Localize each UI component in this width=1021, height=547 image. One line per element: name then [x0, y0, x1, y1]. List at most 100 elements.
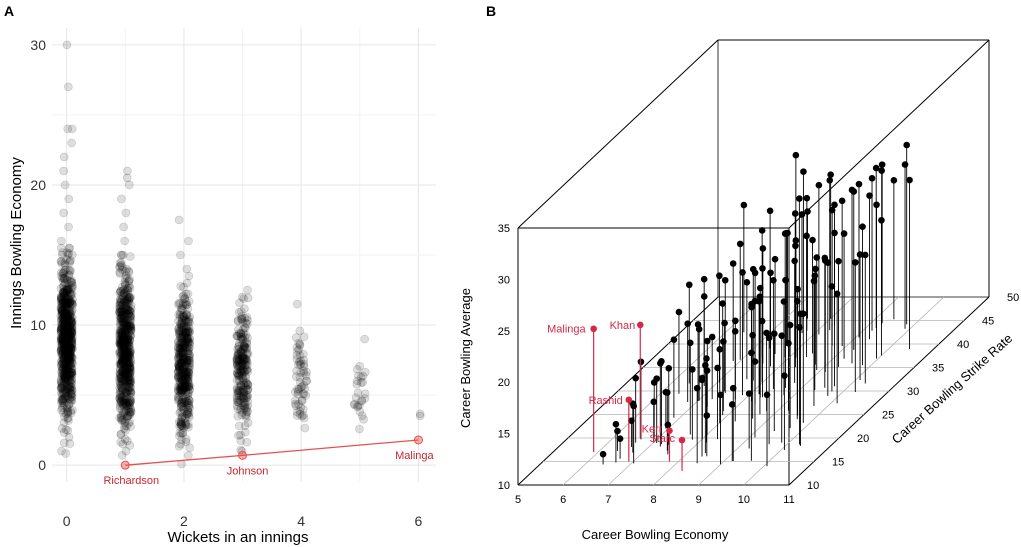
data-point	[63, 362, 72, 371]
x-tick-label: 6	[560, 494, 566, 506]
data-point	[782, 276, 789, 284]
data-point	[833, 290, 841, 298]
y-tick-label: 0	[38, 457, 46, 473]
data-point	[183, 322, 193, 331]
data-point	[66, 343, 76, 352]
data-point	[763, 391, 771, 399]
data-point	[62, 358, 72, 368]
data-point	[66, 378, 76, 388]
data-point	[65, 383, 75, 392]
data-point	[878, 161, 886, 168]
data-point	[57, 311, 67, 321]
data-point	[62, 40, 72, 50]
z-tick-label: 35	[498, 223, 510, 235]
data-point	[123, 283, 133, 293]
data-point	[64, 344, 73, 354]
data-point	[62, 275, 72, 284]
data-point	[57, 259, 67, 268]
data-point	[64, 82, 73, 92]
data-point	[64, 361, 74, 370]
data-point	[62, 285, 72, 295]
data-point	[56, 375, 66, 384]
data-point	[125, 398, 135, 407]
data-point	[57, 345, 66, 355]
data-point	[67, 323, 76, 333]
data-point	[181, 311, 191, 320]
data-point	[59, 344, 69, 354]
data-point	[60, 412, 69, 422]
data-point	[66, 395, 76, 404]
data-point	[57, 368, 66, 377]
data-point	[61, 346, 71, 356]
highlight-label: Rashid	[589, 395, 623, 407]
data-point	[66, 313, 76, 322]
data-point	[65, 356, 75, 366]
data-point	[180, 421, 190, 431]
data-point	[119, 222, 128, 232]
data-point	[57, 446, 66, 456]
data-point	[700, 275, 708, 283]
highlight-point	[590, 325, 597, 333]
panel-b-tick-labels: 5 6 7 8 9 10 11 10 15 20 25 30 35 10 15 20 25 30 35 40 45 50	[498, 223, 1020, 506]
data-point	[64, 290, 73, 300]
data-point	[67, 370, 77, 380]
data-point	[126, 422, 135, 431]
data-point	[61, 391, 70, 401]
data-point	[66, 350, 76, 360]
data-point	[58, 350, 67, 360]
data-point	[61, 342, 70, 352]
data-point	[63, 345, 72, 355]
data-point	[59, 370, 69, 380]
data-point	[66, 319, 76, 329]
panel-a-y-axis-label: Innings Bowling Economy	[8, 157, 25, 329]
data-point	[62, 248, 72, 257]
data-point	[124, 411, 133, 420]
data-point	[855, 180, 863, 188]
data-point	[184, 451, 193, 460]
data-point	[61, 449, 71, 458]
data-point	[57, 319, 66, 329]
data-point	[62, 345, 72, 355]
highlight-label: Khan	[610, 320, 636, 332]
data-point	[59, 166, 68, 176]
data-point	[890, 176, 898, 184]
data-point	[57, 343, 67, 352]
data-point	[56, 346, 66, 355]
data-point	[60, 349, 70, 358]
data-point	[698, 376, 706, 384]
data-point	[120, 236, 129, 246]
data-point	[58, 333, 67, 342]
data-point	[756, 284, 764, 292]
data-point	[65, 317, 75, 326]
data-point	[56, 347, 66, 356]
x-tick-label: 5	[515, 494, 521, 506]
data-point	[415, 411, 425, 421]
data-point	[118, 265, 127, 275]
data-point	[56, 343, 66, 353]
data-point	[684, 320, 691, 327]
data-point	[64, 351, 74, 361]
y-tick-label: 30	[907, 386, 919, 398]
data-point	[758, 227, 766, 234]
data-point	[61, 347, 71, 356]
data-point	[838, 197, 846, 205]
data-point	[65, 321, 75, 331]
data-point	[60, 373, 70, 382]
data-point	[64, 280, 73, 289]
data-point	[66, 390, 76, 399]
y-tick-label: 20	[857, 433, 869, 445]
data-point	[66, 309, 75, 319]
data-point	[63, 312, 73, 322]
data-point	[63, 382, 72, 391]
data-point	[64, 305, 73, 315]
data-point	[59, 318, 68, 327]
data-point	[57, 383, 66, 392]
data-point	[791, 257, 798, 265]
data-point	[632, 374, 639, 382]
data-point	[809, 236, 816, 244]
y-tick-label: 40	[957, 339, 969, 351]
data-point	[859, 223, 866, 230]
data-point	[60, 322, 70, 331]
data-point	[66, 337, 76, 346]
